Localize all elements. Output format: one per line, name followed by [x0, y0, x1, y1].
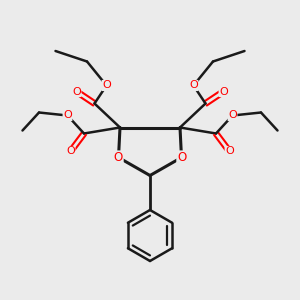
- Text: O: O: [219, 86, 228, 97]
- Text: O: O: [72, 86, 81, 97]
- Text: O: O: [63, 110, 72, 121]
- Text: O: O: [228, 110, 237, 121]
- Text: O: O: [189, 80, 198, 91]
- Text: O: O: [225, 146, 234, 157]
- Text: O: O: [177, 151, 186, 164]
- Text: O: O: [66, 146, 75, 157]
- Text: O: O: [102, 80, 111, 91]
- Text: O: O: [114, 151, 123, 164]
